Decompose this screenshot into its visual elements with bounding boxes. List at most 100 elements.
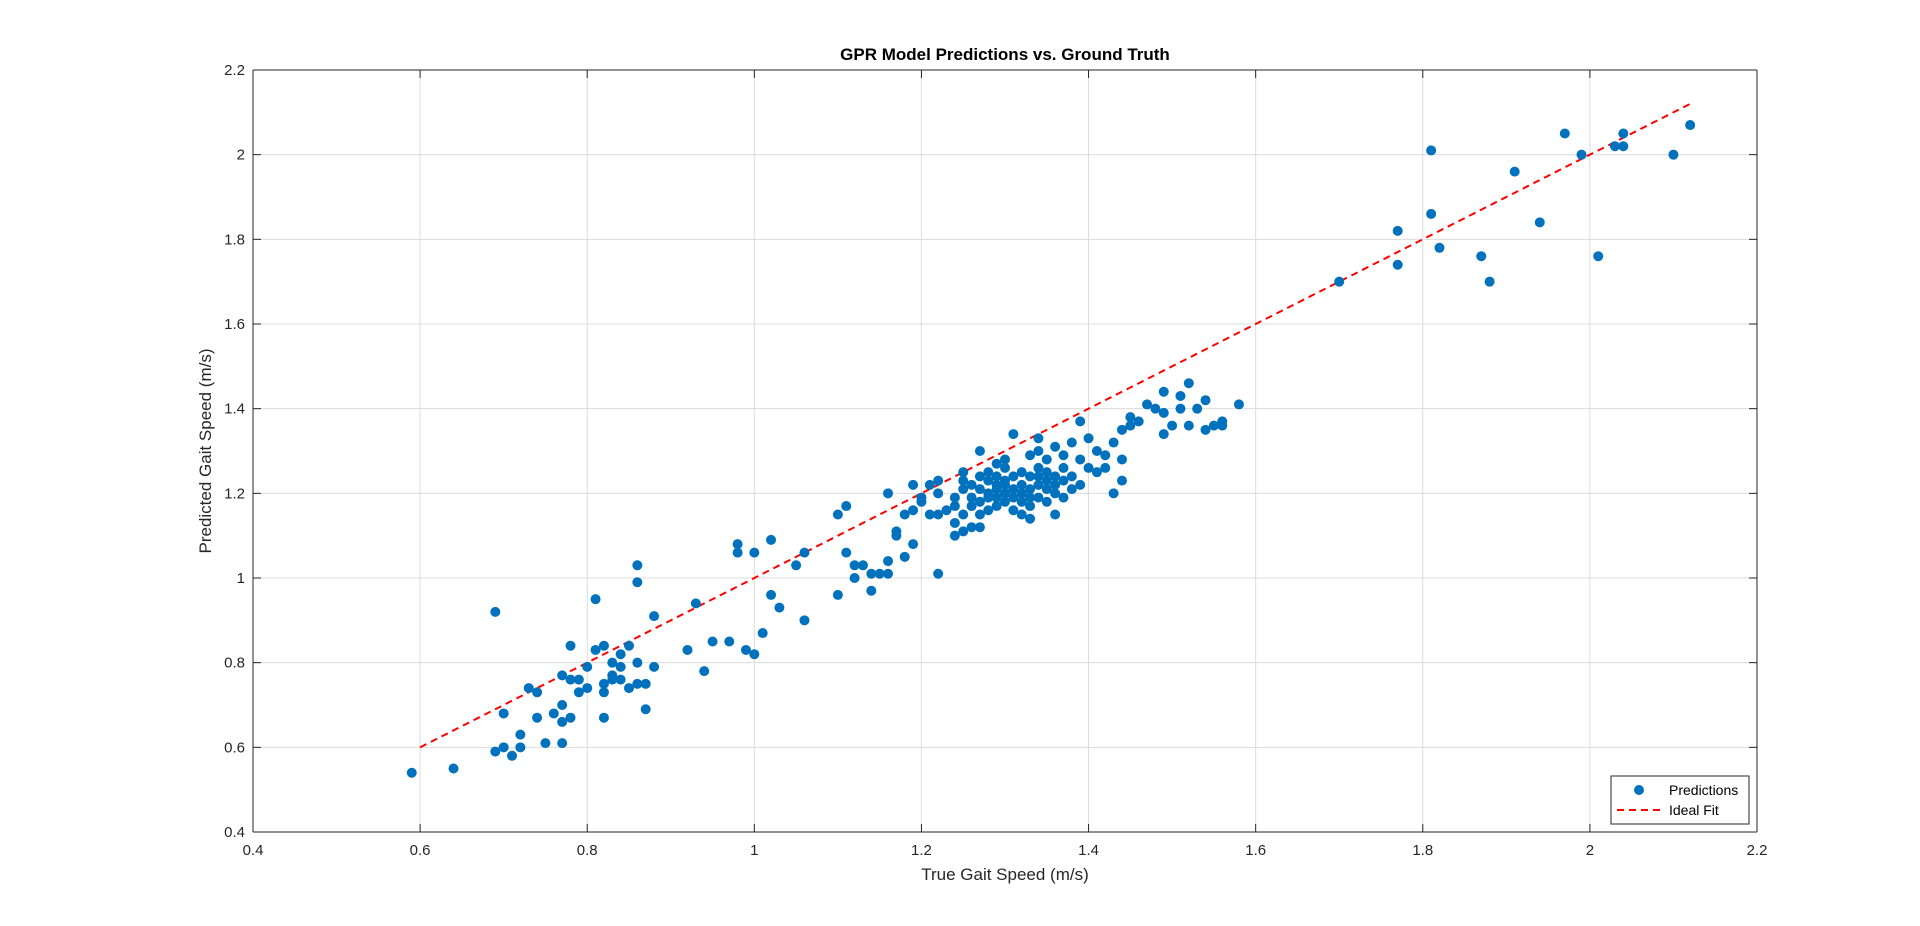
data-point	[949, 492, 960, 503]
x-tick-label: 2	[1586, 842, 1594, 859]
data-point	[1142, 399, 1153, 410]
data-point	[933, 568, 944, 579]
data-point	[1016, 488, 1027, 499]
data-point	[1559, 128, 1570, 139]
y-tick-label: 2.2	[224, 62, 245, 79]
data-point	[866, 568, 877, 579]
data-point	[1033, 446, 1044, 456]
data-point	[1041, 475, 1052, 486]
data-point	[899, 551, 910, 562]
data-point	[490, 606, 501, 617]
axes	[252, 69, 1758, 833]
x-tick-label: 1.2	[911, 842, 932, 859]
data-point	[557, 670, 568, 681]
data-point	[1075, 416, 1086, 427]
data-point	[540, 738, 551, 749]
data-point	[1016, 509, 1027, 520]
x-tick-label: 0.8	[577, 842, 598, 859]
data-point	[598, 687, 609, 698]
data-point	[1066, 437, 1077, 448]
data-point	[1058, 492, 1069, 503]
data-point	[724, 636, 735, 647]
data-point	[565, 674, 576, 685]
data-point	[1025, 492, 1036, 503]
data-point	[1108, 437, 1119, 448]
data-point	[908, 479, 919, 490]
data-point	[1100, 462, 1111, 473]
data-point	[615, 674, 626, 685]
data-point	[1008, 429, 1019, 440]
x-tick-label: 0.4	[243, 842, 264, 859]
data-point	[1116, 454, 1127, 465]
chart-title: GPR Model Predictions vs. Ground Truth	[840, 45, 1170, 64]
data-point	[557, 738, 568, 749]
y-tick-label: 1	[237, 570, 245, 587]
data-point	[983, 467, 994, 478]
data-point	[632, 560, 643, 571]
data-point	[649, 661, 660, 672]
data-point	[1016, 479, 1027, 490]
data-point	[1083, 462, 1094, 473]
data-point	[832, 509, 843, 520]
data-point	[632, 678, 643, 689]
data-point	[799, 547, 810, 558]
data-point	[1217, 416, 1228, 427]
data-point	[1108, 488, 1119, 499]
data-point	[1183, 378, 1194, 389]
data-point	[1426, 145, 1437, 156]
x-tick-label: 1.8	[1412, 842, 1433, 859]
data-point	[1158, 429, 1169, 440]
data-point	[757, 628, 768, 639]
data-point	[1685, 120, 1696, 131]
data-point	[632, 657, 643, 668]
data-point	[991, 479, 1002, 490]
data-point	[974, 496, 985, 507]
legend: Predictions Ideal Fit	[1610, 775, 1750, 825]
data-point	[899, 509, 910, 520]
data-point	[1033, 479, 1044, 490]
data-point	[1008, 505, 1019, 516]
data-point	[991, 458, 1002, 469]
data-point	[1534, 217, 1545, 228]
data-point	[841, 501, 852, 512]
x-tick-label: 1.6	[1245, 842, 1266, 859]
data-point	[1025, 471, 1036, 482]
data-point	[1158, 386, 1169, 397]
x-tick-label: 1.4	[1078, 842, 1099, 859]
data-point	[624, 640, 634, 651]
data-point	[732, 539, 743, 550]
data-point	[908, 539, 919, 550]
y-tick-label: 0.6	[224, 739, 245, 756]
data-point	[1025, 501, 1036, 512]
data-point	[974, 471, 985, 482]
data-point	[707, 636, 718, 647]
data-point	[991, 501, 1002, 512]
data-point	[933, 509, 944, 520]
data-point	[958, 467, 969, 478]
data-point	[732, 547, 743, 558]
data-point	[1208, 420, 1219, 431]
y-tick-label: 2	[237, 147, 245, 164]
data-point	[766, 589, 777, 600]
data-point	[983, 475, 994, 486]
data-point	[1334, 276, 1345, 287]
data-point	[632, 577, 643, 588]
data-point	[498, 708, 509, 719]
data-point	[966, 492, 977, 503]
data-point	[1008, 484, 1019, 495]
data-point	[974, 522, 985, 533]
data-point	[1593, 251, 1604, 262]
data-point	[791, 560, 802, 571]
data-point	[991, 471, 1002, 482]
data-point	[607, 657, 618, 668]
data-point	[1016, 496, 1027, 507]
data-point	[924, 509, 935, 520]
data-point	[1434, 242, 1445, 253]
legend-ideal-fit-label: Ideal Fit	[1669, 802, 1719, 818]
data-point	[1066, 471, 1077, 482]
data-point	[557, 700, 568, 710]
data-point	[1426, 208, 1437, 219]
y-tick-label: 0.4	[224, 824, 245, 841]
data-point	[548, 708, 559, 719]
